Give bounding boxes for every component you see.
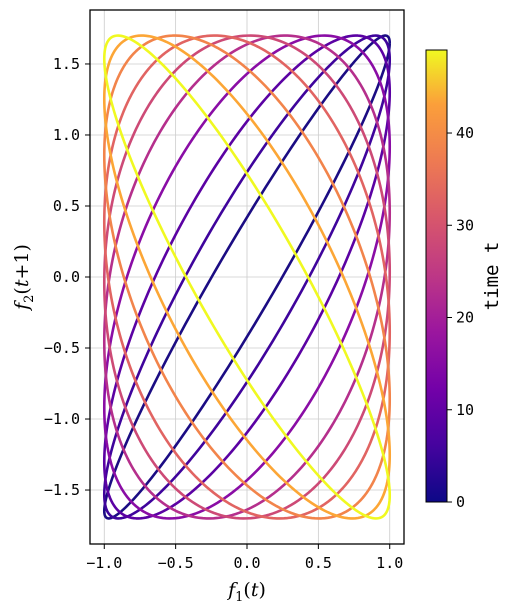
series-line-3: [102, 34, 392, 520]
x-axis-label: f1(t): [226, 579, 266, 605]
colorbar-tick-label: 20: [456, 309, 474, 327]
colorbar-tick-label: 30: [456, 216, 474, 234]
colorbar-tick-label: 40: [456, 124, 474, 142]
series-line-4: [102, 34, 392, 520]
y-tick-label: 0.5: [53, 197, 80, 215]
colorbar-label: time t: [481, 242, 503, 311]
y-tick-label: −1.5: [44, 481, 80, 499]
y-axis: −1.5 −1.0 −0.5 0.0 0.5 1.0 1.5: [44, 55, 90, 499]
y-tick-label: 0.0: [53, 268, 80, 286]
series-line-2: [102, 34, 392, 520]
x-tick-label: −0.5: [158, 554, 194, 572]
x-axis: −1.0 −0.5 0.0 0.5 1.0: [86, 544, 403, 572]
x-tick-label: −1.0: [86, 554, 122, 572]
y-axis-label: f2(t+1): [11, 244, 37, 312]
series-line-7: [102, 34, 392, 520]
x-tick-label: 0.5: [305, 554, 332, 572]
colorbar-ticks: 0 10 20 30 40: [447, 124, 474, 511]
x-tick-label: 0.0: [233, 554, 260, 572]
series-line-9: [102, 34, 392, 520]
series-line-8: [102, 34, 392, 520]
grid: [90, 10, 404, 544]
series-layer: [102, 34, 392, 520]
colorbar: [425, 49, 448, 503]
y-tick-label: −1.0: [44, 410, 80, 428]
x-tick-label: 1.0: [376, 554, 403, 572]
series-line-0: [102, 34, 392, 520]
y-tick-label: 1.5: [53, 55, 80, 73]
colorbar-tick-label: 0: [456, 493, 465, 511]
y-tick-label: 1.0: [53, 126, 80, 144]
y-tick-label: −0.5: [44, 339, 80, 357]
colorbar-tick-label: 10: [456, 401, 474, 419]
series-line-1: [102, 34, 392, 520]
series-line-5: [102, 34, 392, 520]
